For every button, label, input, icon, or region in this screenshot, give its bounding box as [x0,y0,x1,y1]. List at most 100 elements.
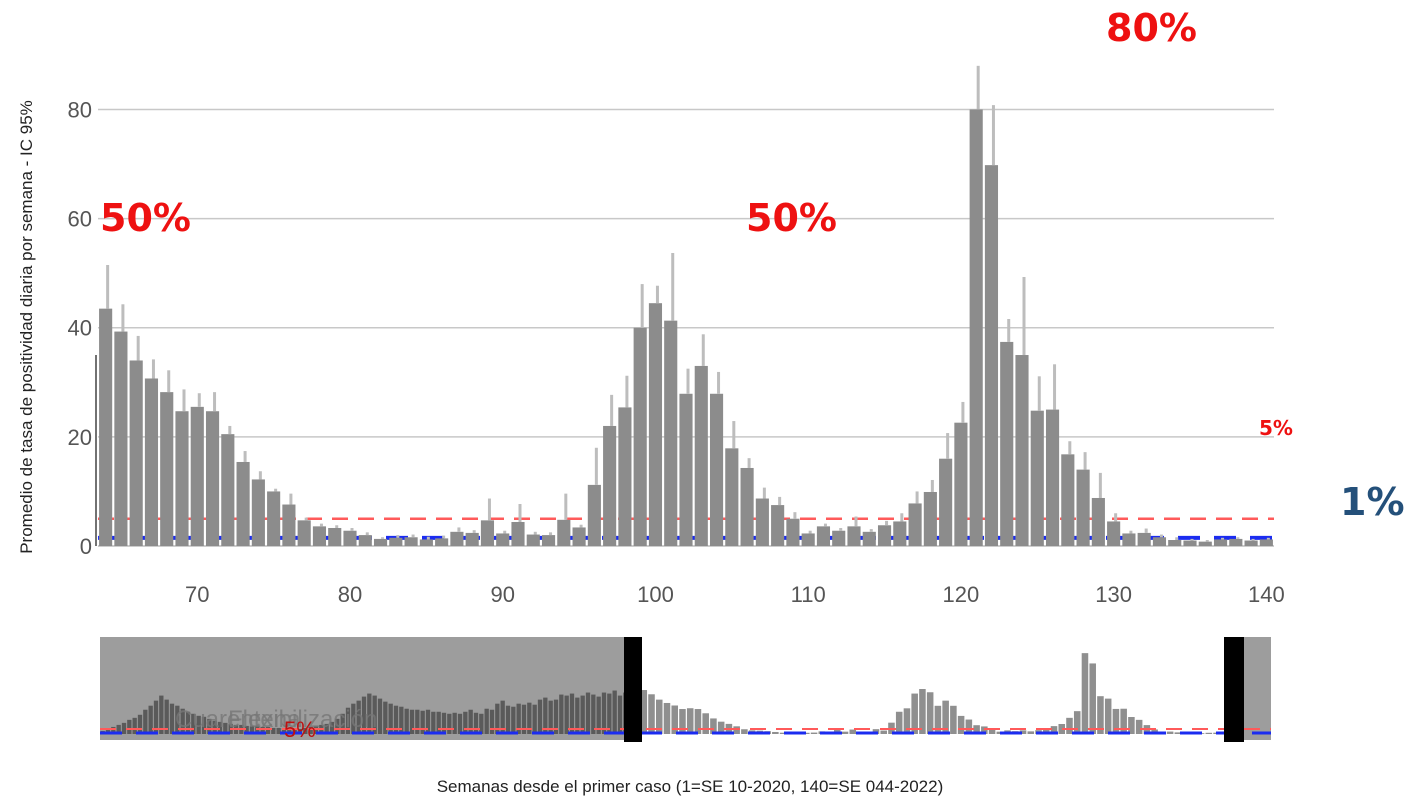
bar [969,109,983,546]
bar [160,392,174,546]
bar [923,491,937,546]
navigator-bar [281,727,287,734]
threshold-1-label: 1% [1340,480,1405,524]
y-ticks: 0 20 40 60 80 [68,97,92,559]
bar [312,526,327,546]
navigator-bar [212,720,217,734]
x-ticks: 70 80 90 100 110 120 130 140 [185,582,1285,607]
bar [221,434,235,546]
navigator-bar [1073,711,1081,734]
navigator-bar [409,709,415,734]
navigator-bar [601,692,607,734]
navigator-bar [741,729,748,734]
bar [358,535,372,546]
navigator-bar [383,701,388,734]
navigator-right-handle[interactable] [1224,637,1244,742]
bar [786,518,800,546]
navigator-bar [973,725,980,734]
bar [893,521,907,546]
bar [832,530,846,546]
bar [297,520,311,546]
navigator-bar [180,708,185,734]
navigator-bar [564,695,569,734]
bar [725,448,739,546]
x-tick-label: 120 [943,582,980,607]
peak-annotation-2: 50% [746,196,837,240]
navigator-bar [292,728,297,734]
bar [1244,540,1258,546]
bar [251,479,265,546]
bar [694,365,708,546]
bar [328,527,342,546]
bar [664,320,678,546]
navigator-bar [351,703,356,734]
navigator-bar [1019,730,1027,734]
navigator-bar [950,705,957,734]
bar [175,411,189,546]
navigator-bar [1205,732,1213,734]
error-bars [106,65,1270,542]
bar [99,308,113,546]
navigator-bar [249,725,255,734]
navigator-bar [367,693,372,734]
navigator-bar [663,702,671,734]
bar [1183,540,1197,546]
bar [1030,410,1044,546]
navigator-bar [537,699,543,734]
bar [648,303,663,546]
navigator-bar [324,723,329,734]
bar [908,503,922,546]
bar [1259,539,1273,546]
navigator-bar [671,705,679,734]
navigator-bar [441,712,447,734]
navigator-bar [484,708,489,734]
navigator-bar [543,697,548,734]
navigator-bar [516,703,521,734]
navigator-bar [895,711,903,734]
navigator-bar [841,731,849,734]
navigator-bar [957,715,965,734]
navigator-bar [1089,663,1096,734]
navigator-bar [335,718,340,734]
navigator-bar [596,696,601,734]
navigator-bar [276,727,281,734]
x-axis-label: Semanas desde el primer caso (1=SE 10-20… [437,777,944,796]
bar [1107,521,1121,546]
bar [939,458,953,546]
bar [1076,469,1090,546]
y-axis-label: Promedio de tasa de positividad diaria p… [17,100,36,554]
navigator-bar [521,704,527,734]
navigator-bar [308,726,313,734]
x-tick-label: 80 [338,582,362,607]
threshold-5-label: 5% [1259,416,1293,440]
navigator-bar [153,700,159,734]
x-tick-label: 90 [490,582,514,607]
navigator-bar [849,729,857,734]
navigator-bar [772,731,779,734]
navigator-bar [436,711,441,734]
navigator-bar [457,713,463,734]
bar [389,537,403,546]
bar [877,525,892,546]
navigator-bar [655,699,663,734]
navigator-bar [810,732,818,734]
navigator-bar [473,712,479,734]
bar [541,535,556,546]
navigator-5-label: 5% [284,717,316,742]
navigator-bar [553,699,559,734]
navigator-bar [686,708,694,734]
navigator-bar [463,711,468,734]
navigator-bar [1104,698,1112,734]
navigator-bar [500,700,505,734]
bar [801,533,815,546]
navigator-bar [505,705,511,734]
bar [557,519,571,546]
navigator-bar [617,695,623,734]
navigator-left-handle[interactable] [624,637,642,742]
navigator-bar [710,718,717,734]
bar [755,498,769,546]
navigator-bar [903,708,911,734]
navigator-bar [377,698,383,734]
navigator-bar [111,726,116,734]
